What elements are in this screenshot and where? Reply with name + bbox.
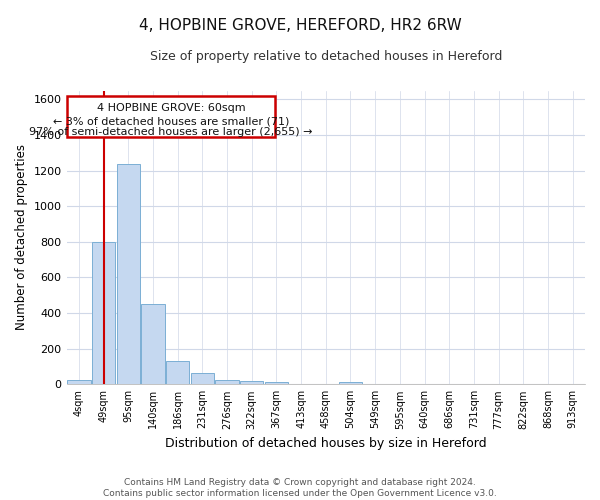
Text: 4, HOPBINE GROVE, HEREFORD, HR2 6RW: 4, HOPBINE GROVE, HEREFORD, HR2 6RW (139, 18, 461, 32)
Y-axis label: Number of detached properties: Number of detached properties (15, 144, 28, 330)
Text: ← 3% of detached houses are smaller (71): ← 3% of detached houses are smaller (71) (53, 116, 289, 126)
Bar (92, 242, 115, 384)
Text: 4 HOPBINE GROVE: 60sqm: 4 HOPBINE GROVE: 60sqm (97, 104, 245, 114)
Bar (215, 380, 239, 384)
FancyBboxPatch shape (67, 96, 275, 137)
Bar (240, 380, 263, 384)
Bar (265, 382, 288, 384)
Bar (339, 382, 362, 384)
Bar (191, 372, 214, 384)
Bar (166, 361, 190, 384)
Text: Contains HM Land Registry data © Crown copyright and database right 2024.
Contai: Contains HM Land Registry data © Crown c… (103, 478, 497, 498)
Bar (141, 304, 164, 384)
Text: 97% of semi-detached houses are larger (2,655) →: 97% of semi-detached houses are larger (… (29, 126, 313, 136)
X-axis label: Distribution of detached houses by size in Hereford: Distribution of detached houses by size … (165, 437, 487, 450)
Bar (116, 164, 140, 384)
Title: Size of property relative to detached houses in Hereford: Size of property relative to detached ho… (149, 50, 502, 63)
Bar (67, 380, 91, 384)
